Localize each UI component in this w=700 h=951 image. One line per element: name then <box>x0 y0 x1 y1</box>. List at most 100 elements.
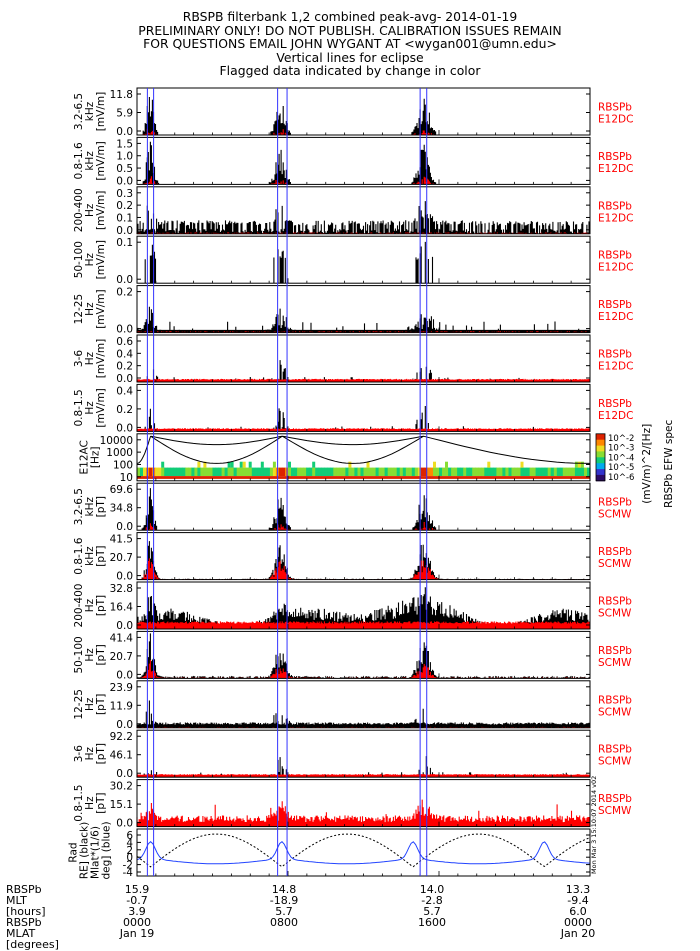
y-tick-label: 69.6 <box>110 484 134 496</box>
peak-trace-e12dc-50-100 <box>144 241 434 284</box>
y-axis-label: [pT] <box>95 792 107 813</box>
avg-trace-scmw-0p8-1p5 <box>136 799 590 827</box>
spec-cell <box>197 467 201 477</box>
tick-ut: 0800 <box>270 916 298 929</box>
spec-cell <box>411 467 416 477</box>
spec-cell <box>511 467 516 477</box>
y-tick-label: 0.0 <box>116 620 133 632</box>
cyclotron-curve <box>150 435 283 446</box>
spec-cell <box>547 467 552 477</box>
spec-cell <box>312 467 316 477</box>
peak-trace-scmw-3-6 <box>139 756 567 778</box>
colorbar-cell <box>596 451 605 458</box>
y-axis-label: kHz <box>84 101 96 121</box>
y-tick-label: 0.0 <box>116 274 133 286</box>
spec-cell <box>336 467 340 477</box>
title-line: FOR QUESTIONS EMAIL JOHN WYGANT AT <wyga… <box>143 36 557 52</box>
peak-trace-e12dc-3p2-6p5 <box>142 97 441 135</box>
spec-cell <box>541 467 546 477</box>
spec-cell <box>399 467 404 477</box>
spec-cell <box>230 467 235 477</box>
tick-date: Jan 20 <box>560 927 596 940</box>
spec-cell <box>426 467 431 477</box>
source-label: RBSPb <box>598 349 632 361</box>
title-line: Vertical lines for eclipse <box>276 49 424 65</box>
spec-cell <box>354 467 358 477</box>
panel-frame <box>136 680 591 729</box>
y-axis-label: 3-6 <box>73 350 85 367</box>
y-tick-label: 0.2 <box>116 287 133 299</box>
spec-cell <box>272 461 276 468</box>
y-tick-label: 0.2 <box>116 200 133 212</box>
spec-cell <box>197 461 201 468</box>
y-axis-label: 3.2-6.5 <box>73 93 85 130</box>
spec-cell <box>378 467 383 477</box>
spec-cell <box>221 467 226 477</box>
spec-cell <box>212 467 217 477</box>
spec-cell <box>451 467 455 477</box>
spec-cell <box>559 467 564 477</box>
spec-cell <box>209 467 214 477</box>
footer-row-label: [degrees] <box>6 938 59 951</box>
spec-cell <box>571 467 576 477</box>
spec-cell <box>523 467 528 477</box>
tick-date: Jan 19 <box>119 927 155 940</box>
footer-row-label: MLAT <box>6 927 36 940</box>
source-label: RBSPb <box>598 151 632 163</box>
spec-cell <box>203 461 207 468</box>
y-tick-label: 1000 <box>106 447 133 459</box>
spec-cell <box>167 467 171 477</box>
source-label: RBSPb <box>598 102 632 114</box>
spec-cell <box>327 467 331 477</box>
spec-cell <box>161 461 165 468</box>
y-tick-label: 0 <box>126 852 133 864</box>
source-label: RBSPb <box>598 645 632 657</box>
spec-cell <box>324 467 328 477</box>
colorbar-cell <box>596 474 605 482</box>
spec-cell <box>185 467 189 477</box>
spec-cell <box>538 467 543 477</box>
spec-cell <box>312 461 316 468</box>
spec-cell <box>562 467 567 477</box>
tick-ut: 0000 <box>564 916 592 929</box>
panel-frame <box>136 136 591 185</box>
panel-frame <box>136 383 591 432</box>
instrument-label: SCMW <box>598 657 632 669</box>
y-axis-label: Hz <box>84 203 96 217</box>
y-tick-label: 0.3 <box>116 188 133 200</box>
spec-cell <box>472 467 476 477</box>
y-axis-label: 12-25 <box>73 294 85 325</box>
y-axis-label: 0.8-1.6 <box>73 537 85 575</box>
spec-cell <box>333 467 337 477</box>
spec-cell <box>248 467 253 477</box>
y-tick-label: 2 <box>126 845 133 857</box>
source-label: RBSPb <box>598 546 632 558</box>
spec-cell <box>170 467 174 477</box>
y-axis-label: 0.8-1.6 <box>73 142 85 180</box>
x-axis-footer: RBSPb MLT [hours] RBSPb MLAT [degrees] 1… <box>0 883 700 951</box>
spec-cell <box>405 467 410 477</box>
tick-ut: 1600 <box>418 916 446 929</box>
spec-cell <box>149 467 153 477</box>
y-axis-label: [mV/m] <box>95 240 107 279</box>
y-tick-label: 0.1 <box>116 237 133 249</box>
spec-cell <box>140 467 144 477</box>
y-axis-label: [pT] <box>95 496 107 517</box>
source-label: RBSPb <box>598 398 632 410</box>
spec-cell <box>580 461 584 468</box>
spec-cell <box>532 467 537 477</box>
chart-title: RBSPB filterbank 1,2 combined peak-avg- … <box>0 10 700 78</box>
spec-cell <box>487 467 491 477</box>
tick-mlt: -0.7 <box>126 894 148 907</box>
y-tick-label: 20.7 <box>110 552 133 564</box>
y-axis-label: [mV/m] <box>95 191 107 230</box>
y-tick-label: 10 <box>120 472 133 484</box>
spec-cell <box>191 467 195 477</box>
spec-cell <box>508 467 513 477</box>
spec-cell <box>257 467 262 477</box>
spec-cell <box>242 461 246 468</box>
footer-row-label: RBSPb <box>6 916 42 929</box>
